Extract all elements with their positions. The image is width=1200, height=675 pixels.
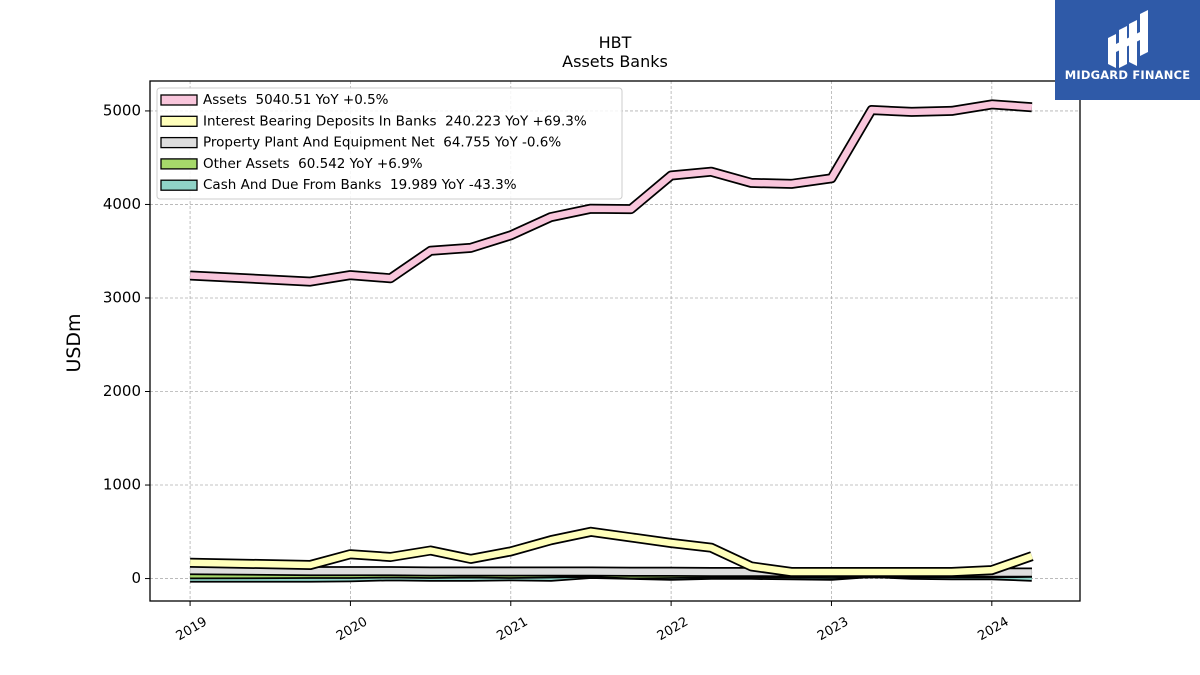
x-tick-label: 2022 [655, 615, 691, 645]
x-tick-label: 2024 [975, 615, 1011, 645]
legend-swatch [160, 158, 198, 170]
x-tick-label: 2023 [815, 615, 851, 645]
y-tick-label: 4000 [103, 195, 141, 213]
x-tick-label: 2020 [334, 615, 370, 645]
legend-entry: Property Plant And Equipment Net 64.755 … [203, 135, 561, 151]
legend-box [156, 87, 623, 200]
y-tick-label: 0 [131, 569, 141, 587]
legend-swatch [160, 179, 198, 191]
legend-swatch [160, 94, 198, 106]
series-layer [189, 99, 1034, 583]
series-line [190, 528, 1033, 576]
y-tick-label: 2000 [103, 382, 141, 400]
legend-entry: Other Assets 60.542 YoY +6.9% [203, 156, 423, 172]
legend-swatch [160, 136, 198, 149]
plot-frame [149, 80, 1081, 602]
legend-entry: Assets 5040.51 YoY +0.5% [203, 92, 389, 108]
x-tick-label: 2019 [174, 615, 210, 645]
legend: Assets 5040.51 YoY +0.5% Interest Bearing… [156, 87, 623, 200]
y-axis-label: USDm [63, 313, 85, 372]
midgard-finance-logo: MIDGARD FINANCE [1055, 0, 1200, 100]
legend-swatch [160, 115, 198, 127]
series-line [189, 101, 1033, 285]
chart-subtitle: Assets Banks [562, 52, 668, 71]
y-tick-label: 3000 [103, 288, 141, 306]
legend-entry: Interest Bearing Deposits In Banks 240.2… [203, 113, 587, 129]
y-tick-label: 1000 [103, 476, 141, 494]
midgard-m-logo-icon [1108, 10, 1148, 68]
x-tick-label: 2021 [494, 615, 530, 645]
legend-entry: Cash And Due From Banks 19.989 YoY -43.3… [203, 177, 517, 193]
brand-name: MIDGARD FINANCE [1064, 68, 1191, 82]
y-tick-label: 5000 [103, 101, 141, 119]
chart-title: HBT [599, 33, 632, 52]
